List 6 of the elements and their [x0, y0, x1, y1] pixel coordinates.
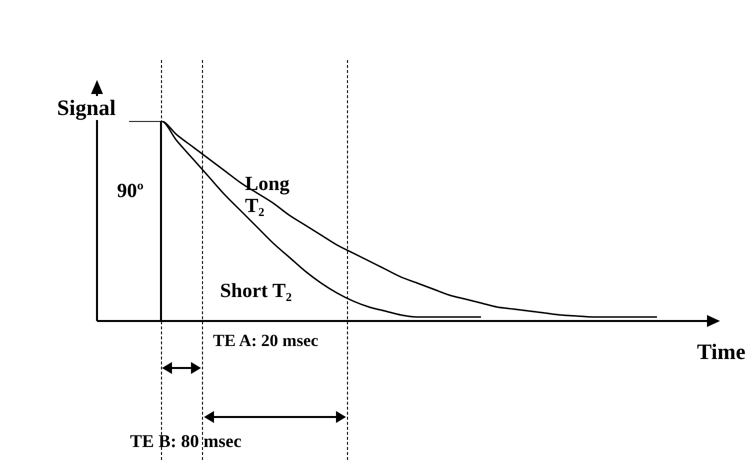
series-label: Long T₂: [245, 173, 290, 217]
x-axis-title: Time: [697, 339, 746, 364]
text: TE A: 20 msec: [213, 331, 318, 351]
series-label: Short T₂: [220, 280, 292, 302]
y-axis-title: Signal: [57, 95, 116, 120]
annotation: 90º: [117, 180, 144, 202]
